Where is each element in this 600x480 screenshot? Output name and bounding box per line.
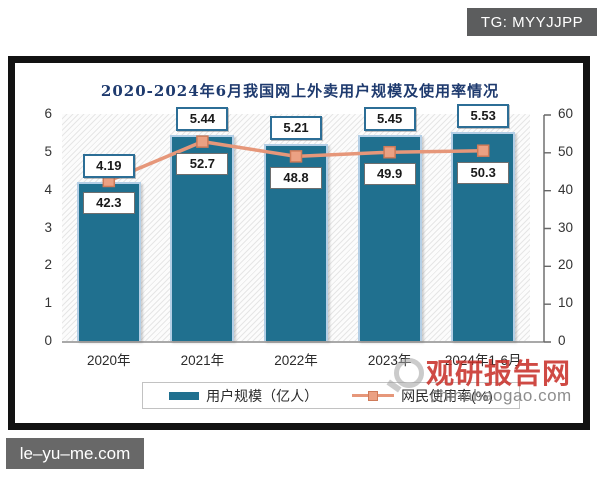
y-tick-label-left: 1 — [44, 295, 52, 311]
chart-title: 2020-2024年6月我国网上外卖用户规模及使用率情况 — [100, 82, 500, 100]
line-series-swatch — [352, 390, 395, 401]
y-tick-label-left: 5 — [44, 143, 52, 159]
telegram-watermark-badge: TG: MYYJJPP — [467, 8, 597, 36]
line-value-label: 42.3 — [82, 191, 135, 214]
y-tick-label-right: 60 — [558, 106, 574, 121]
x-tick-label: 2020年 — [87, 353, 131, 368]
watermark-domain: chinabaogao.com — [430, 386, 572, 405]
legend-item-usage-rate: 网民使用率(%) — [352, 386, 493, 406]
x-tick-label: 2022年 — [274, 353, 318, 368]
y-tick-label-left: 4 — [44, 181, 52, 197]
x-axis-line — [62, 341, 544, 343]
magnifier-logo-icon — [394, 358, 424, 388]
y-tick-label-right: 10 — [558, 295, 574, 311]
bar-value-label: 5.21 — [270, 115, 322, 140]
bar-value-label: 4.19 — [82, 154, 135, 179]
y-tick-label-left: 6 — [44, 106, 52, 121]
chart-legend: 用户规模（亿人） 网民使用率(%) — [142, 382, 520, 409]
y-tick-label-right: 40 — [558, 181, 574, 197]
line-value-label: 52.7 — [176, 152, 229, 175]
line-value-label: 48.8 — [270, 167, 322, 190]
watermark-name: 观研报告网 — [426, 358, 572, 389]
site-watermark-badge: le–yu–me.com — [6, 438, 144, 469]
y-tick-label-right: 0 — [558, 333, 566, 348]
y-tick-label-right: 30 — [558, 219, 574, 235]
legend-label-users: 用户规模（亿人） — [206, 387, 319, 404]
bar-value-label: 5.44 — [176, 107, 229, 132]
line-value-label: 50.3 — [457, 161, 510, 184]
y-tick-label-right: 20 — [558, 257, 574, 273]
site-watermark-text: le–yu–me.com — [19, 443, 131, 463]
bar-series-swatch — [169, 391, 200, 400]
y-tick-label-right: 50 — [558, 143, 574, 159]
telegram-watermark-text: TG: MYYJJPP — [480, 13, 584, 31]
legend-label-usage-rate: 网民使用率(%) — [401, 387, 493, 404]
y-tick-label-left: 2 — [44, 257, 52, 273]
x-tick-label: 2021年 — [180, 353, 225, 368]
bar-value-label: 5.53 — [457, 103, 510, 128]
line-value-label: 49.9 — [363, 163, 416, 186]
y-tick-label-left: 0 — [44, 333, 52, 348]
y-tick-label-left: 3 — [44, 219, 52, 235]
legend-item-users: 用户规模（亿人） — [169, 386, 318, 406]
x-tick-label: 2024年1-6月 — [444, 353, 522, 368]
bar-value-label: 5.45 — [363, 106, 416, 131]
